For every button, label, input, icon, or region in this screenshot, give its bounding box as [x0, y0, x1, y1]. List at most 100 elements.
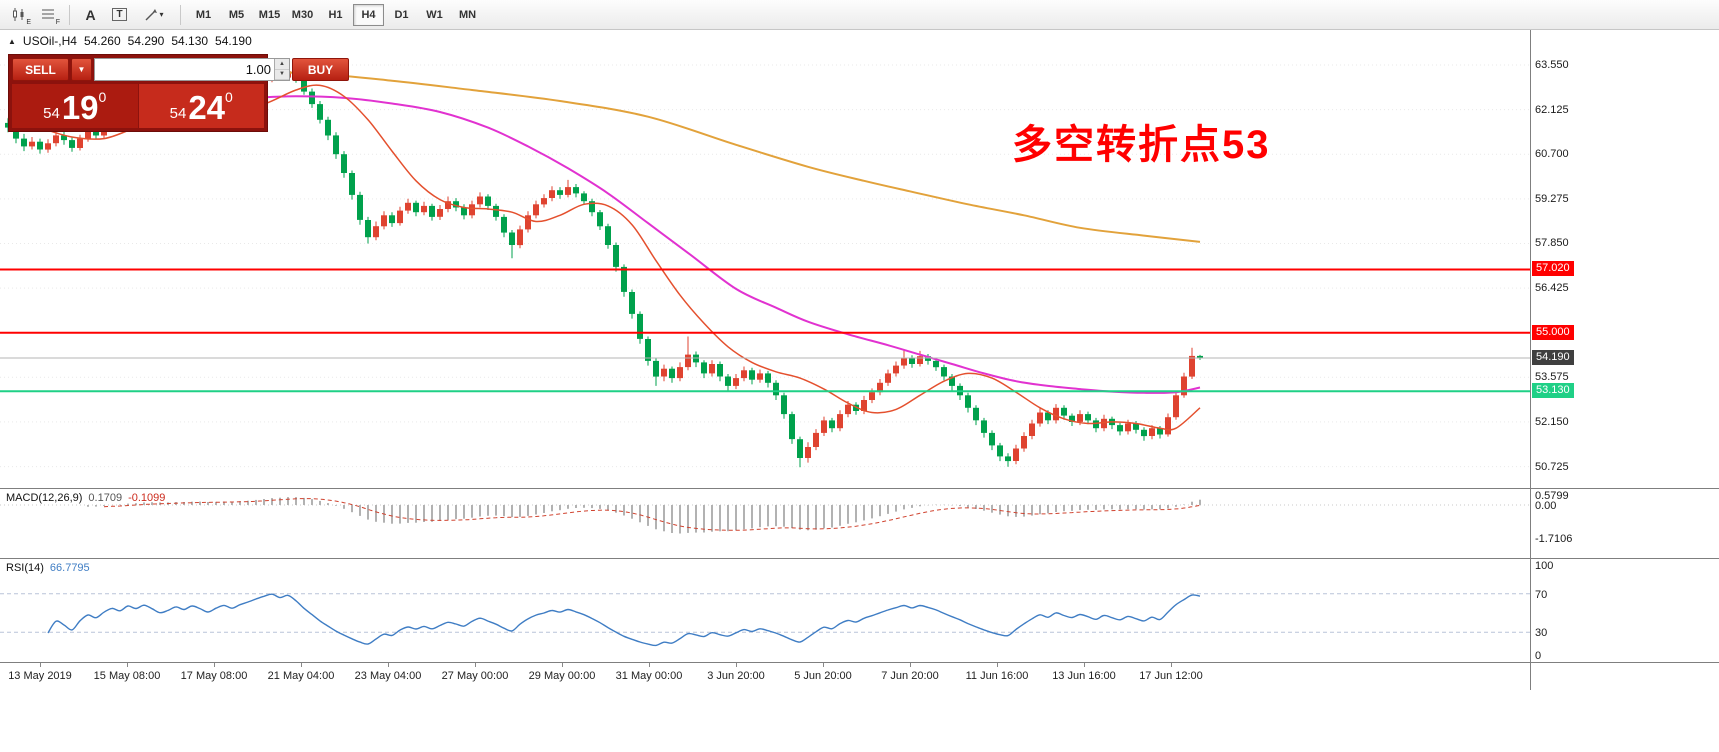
macd-canvas[interactable]	[0, 489, 1530, 558]
buy-price-main: 24	[188, 89, 226, 126]
volume-input[interactable]	[95, 59, 274, 80]
time-axis[interactable]: 13 May 2019 15 May 08:00 17 May 08:00 21 Ma…	[0, 662, 1719, 690]
time-tick	[562, 663, 563, 667]
macd-header: MACD(12,26,9) 0.1709 -0.1099	[6, 492, 165, 504]
time-axis-label: 3 Jun 20:00	[707, 670, 765, 682]
time-tick	[127, 663, 128, 667]
rsi-axis: 100 70 30 0	[1531, 559, 1719, 662]
timeframe-m30-button[interactable]: M30	[291, 8, 314, 21]
volume-down-button[interactable]: ▼	[275, 69, 289, 80]
rsi-canvas[interactable]	[0, 559, 1530, 662]
tool-badge-e: E	[26, 18, 31, 26]
indicator-list-icon	[42, 9, 54, 19]
time-axis-label: 11 Jun 16:00	[965, 670, 1029, 682]
rsi-value: 66.7795	[49, 562, 90, 574]
axis-label: 0	[1535, 650, 1542, 662]
volume-stepper: ▲ ▼	[274, 59, 289, 80]
candlestick-chart-icon	[13, 8, 24, 21]
time-tick	[388, 663, 389, 667]
ohlc-close: 54.190	[215, 34, 252, 48]
time-axis-label: 7 Jun 20:00	[881, 670, 939, 682]
sell-price-main: 19	[61, 89, 99, 126]
price-axis: 63.550 62.125 60.700 59.275 57.850 56.425 55.0…	[1531, 30, 1719, 488]
volume-field-wrap: ▲ ▼	[94, 58, 290, 81]
rsi-header: RSI(14) 66.7795	[6, 562, 90, 574]
volume-dropdown-button[interactable]: ▼	[71, 58, 92, 81]
axis-label: 62.125	[1535, 103, 1569, 116]
chart-mode-button[interactable]: E	[6, 3, 33, 27]
macd-axis: 0.5799 0.00 -1.7106	[1531, 489, 1719, 558]
time-tick	[649, 663, 650, 667]
one-click-trade-widget: SELL ▼ ▲ ▼ BUY 54 19 0 54	[8, 54, 349, 132]
indicator-list-button[interactable]: F	[35, 3, 62, 27]
axis-label: 59.275	[1535, 192, 1569, 205]
axis-label: 100	[1535, 560, 1554, 572]
text-label-icon: A	[85, 6, 96, 23]
sell-button[interactable]: SELL	[12, 58, 69, 81]
text-box-button[interactable]: T	[106, 3, 133, 27]
timeframe-h4-button[interactable]: H4	[353, 3, 384, 26]
toolbar-separator	[69, 4, 70, 25]
chart-annotation-text: 多空转折点53	[1012, 123, 1271, 167]
timeframe-d1-button[interactable]: D1	[394, 8, 409, 21]
ohlc-open: 54.260	[83, 34, 121, 48]
rsi-panel[interactable]: RSI(14) 66.7795 100 70 30 0	[0, 558, 1719, 662]
macd-value-signal: -0.1099	[128, 492, 166, 504]
axis-separator-line	[1530, 30, 1531, 690]
timeframe-m5-button[interactable]: M5	[228, 8, 245, 21]
axis-label: 0.5799	[1535, 490, 1569, 502]
toolbar: E F A T ▾ M1 M5 M15 M30 H1	[0, 0, 1719, 30]
drawing-tool-button[interactable]: ▾	[135, 3, 173, 27]
volume-up-button[interactable]: ▲	[275, 59, 289, 70]
macd-label: MACD(12,26,9)	[6, 492, 83, 504]
buy-price-prefix: 54	[169, 105, 187, 122]
time-axis-label: 17 Jun 12:00	[1139, 670, 1203, 682]
time-axis-label: 17 May 08:00	[180, 670, 248, 682]
sell-price-sup: 0	[98, 89, 107, 105]
macd-value-main: 0.1709	[88, 492, 123, 504]
timeframe-mn-button[interactable]: MN	[458, 8, 477, 21]
price-line-label: 54.190	[1532, 350, 1574, 366]
buy-price-display[interactable]: 54 24 0	[138, 84, 264, 128]
symbol-title: USOil-,H4	[22, 34, 77, 48]
macd-panel[interactable]: MACD(12,26,9) 0.1709 -0.1099 0.5799 0.00 -…	[0, 488, 1719, 558]
axis-label: 52.150	[1535, 415, 1569, 428]
time-tick	[40, 663, 41, 667]
ohlc-high: 54.290	[127, 34, 165, 48]
axis-label: 63.550	[1535, 59, 1569, 71]
time-axis-label: 13 May 2019	[8, 670, 72, 682]
axis-label: 70	[1535, 588, 1548, 601]
toolbar-separator	[180, 4, 181, 25]
sell-price-prefix: 54	[43, 105, 60, 122]
axis-label: 60.700	[1535, 148, 1569, 161]
time-tick	[1084, 663, 1085, 667]
time-axis-label: 21 May 04:00	[267, 670, 335, 682]
drawing-tool-icon	[145, 8, 158, 20]
rsi-label: RSI(14)	[6, 562, 44, 574]
time-tick	[997, 663, 998, 667]
tool-badge-f: F	[55, 18, 60, 26]
text-label-button[interactable]: A	[77, 3, 104, 27]
timeframe-h1-button[interactable]: H1	[328, 8, 343, 21]
sell-price-display[interactable]: 54 19 0	[12, 84, 138, 128]
price-chart-panel[interactable]: ▲ USOil-,H4 54.260 54.290 54.130 54.190 …	[0, 30, 1719, 488]
price-line-label: 55.000	[1532, 324, 1574, 340]
axis-label: 50.725	[1535, 460, 1569, 473]
time-tick	[823, 663, 824, 667]
time-axis-label: 23 May 04:00	[354, 670, 422, 682]
time-tick	[301, 663, 302, 667]
timeframe-m1-button[interactable]: M1	[195, 8, 212, 21]
price-line-label: 53.130	[1532, 383, 1574, 399]
time-axis-label: 13 Jun 16:00	[1052, 670, 1116, 682]
ohlc-low: 54.130	[171, 34, 209, 48]
buy-button[interactable]: BUY	[292, 58, 349, 81]
time-axis-label: 31 May 00:00	[615, 670, 683, 682]
time-axis-label: 5 Jun 20:00	[794, 670, 852, 682]
timeframe-w1-button[interactable]: W1	[426, 8, 443, 21]
price-chart-canvas[interactable]	[0, 30, 1530, 488]
timeframe-m15-button[interactable]: M15	[258, 8, 281, 21]
axis-label: 56.425	[1535, 282, 1569, 295]
time-tick	[475, 663, 476, 667]
time-tick	[910, 663, 911, 667]
price-line-label: 57.020	[1532, 261, 1574, 277]
